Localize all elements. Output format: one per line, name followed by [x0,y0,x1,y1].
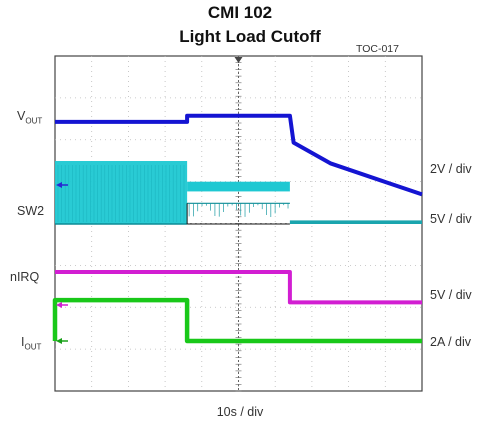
iout-trace [52,297,422,344]
nirq-ground-marker [56,302,62,308]
iout-scale-label: 2A / div [430,335,471,349]
sw2-scale-label: 5V / div [430,212,472,226]
sw2-channel-label: SW2 [17,204,45,218]
figure-id: TOC-017 [356,43,399,55]
sw2-ground-marker [56,182,62,188]
sw2-trace [289,220,422,224]
trigger-position-marker [234,57,243,63]
vout-scale-label: 2V / div [430,162,472,176]
iout-channel-label: IOUT [21,335,42,352]
x-axis-label: 10s / div [216,405,264,419]
iout-ground-marker [56,338,62,344]
sw2-switching-band [187,181,290,192]
vout-channel-label: VOUT [17,109,43,126]
chart-title: CMI 102 [207,3,273,22]
nirq-scale-label: 5V / div [430,288,472,302]
nirq-channel-label: nIRQ [10,270,40,284]
chart-subtitle: Light Load Cutoff [179,27,321,46]
sw2-switching-region [55,161,188,224]
nirq-trace [55,270,422,305]
vout-trace [55,113,423,197]
